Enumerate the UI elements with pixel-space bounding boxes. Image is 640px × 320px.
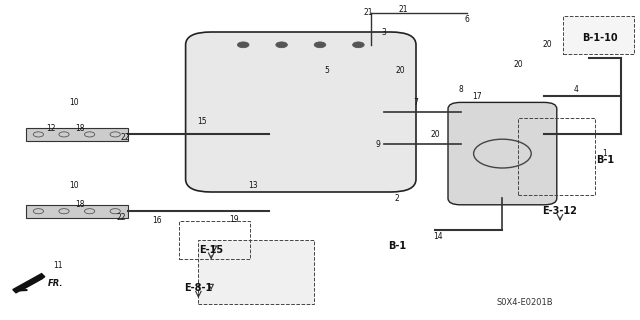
Text: 21: 21	[364, 8, 372, 17]
Text: 20: 20	[513, 60, 524, 68]
FancyBboxPatch shape	[198, 240, 314, 304]
Text: 11: 11	[53, 261, 62, 270]
FancyBboxPatch shape	[563, 16, 634, 54]
Circle shape	[314, 42, 326, 48]
Text: 13: 13	[248, 181, 258, 190]
Text: S0X4-E0201B: S0X4-E0201B	[497, 298, 553, 307]
Text: 22: 22	[117, 213, 126, 222]
Text: 19: 19	[228, 215, 239, 224]
Circle shape	[237, 42, 249, 48]
Text: 12: 12	[47, 124, 56, 132]
FancyBboxPatch shape	[448, 102, 557, 205]
Text: 17: 17	[472, 92, 482, 100]
Text: 15: 15	[196, 117, 207, 126]
Text: 20: 20	[542, 40, 552, 49]
Text: 5: 5	[324, 66, 329, 75]
Text: B-1: B-1	[388, 241, 406, 252]
Text: E-15: E-15	[199, 244, 223, 255]
Text: 1: 1	[602, 149, 607, 158]
Circle shape	[276, 42, 287, 48]
Text: 20: 20	[395, 66, 405, 75]
Text: E-3-12: E-3-12	[543, 206, 577, 216]
Text: 16: 16	[152, 216, 162, 225]
Text: 14: 14	[433, 232, 444, 241]
Text: 3: 3	[381, 28, 387, 36]
Text: 8: 8	[458, 85, 463, 94]
Text: 20: 20	[430, 130, 440, 139]
Text: 4: 4	[573, 85, 579, 94]
Text: 18: 18	[76, 124, 84, 132]
Polygon shape	[26, 205, 128, 218]
Text: 10: 10	[68, 181, 79, 190]
Text: E-8-1: E-8-1	[184, 283, 212, 293]
Text: B-1: B-1	[596, 155, 614, 165]
Text: 21: 21	[399, 5, 408, 14]
Text: 9: 9	[375, 140, 380, 148]
Polygon shape	[26, 128, 128, 141]
Text: 2: 2	[394, 194, 399, 203]
Polygon shape	[13, 274, 45, 293]
FancyBboxPatch shape	[186, 32, 416, 192]
Text: 18: 18	[76, 200, 84, 209]
Text: 22: 22	[120, 133, 129, 142]
Text: 7: 7	[413, 98, 419, 107]
Circle shape	[353, 42, 364, 48]
Text: 6: 6	[465, 15, 470, 24]
Text: 10: 10	[68, 98, 79, 107]
Text: B-1-10: B-1-10	[582, 33, 618, 44]
Text: FR.: FR.	[48, 279, 63, 288]
